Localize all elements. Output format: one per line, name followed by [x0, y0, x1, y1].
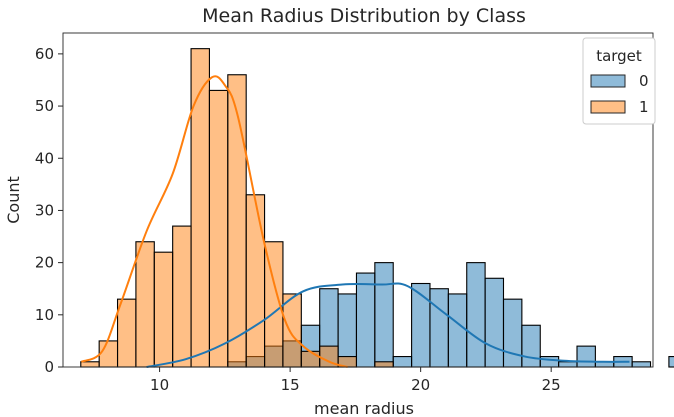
legend-label-0: 0 — [639, 72, 649, 90]
y-tick-label: 40 — [35, 149, 54, 167]
legend-swatch-1 — [590, 100, 626, 114]
bar-series-1-bin-6 — [190, 48, 210, 368]
bar-series-0-bin-22 — [484, 277, 505, 368]
bar-series-1-bin-4 — [153, 251, 174, 368]
y-tick-label: 50 — [35, 97, 54, 115]
chart-title: Mean Radius Distribution by Class — [202, 5, 526, 27]
x-tick-label: 15 — [281, 376, 300, 394]
bar-series-1-bin-9 — [245, 194, 266, 368]
bar-series-0-bin-30 — [631, 361, 652, 368]
x-axis: 10 15 20 25 — [150, 367, 561, 394]
bar-series-1-bin-1 — [98, 340, 119, 368]
bar-series-1-bin-11 — [282, 293, 302, 368]
kde-layer — [80, 75, 630, 368]
y-tick-label: 0 — [44, 358, 54, 376]
bar-series-1-bin-2 — [116, 298, 137, 368]
bar-series-0-bin-24 — [521, 324, 541, 368]
x-tick-label: 25 — [542, 376, 561, 394]
legend-title: target — [596, 47, 642, 65]
x-tick-label: 10 — [150, 376, 169, 394]
bar-series-0-bin-20 — [447, 293, 468, 368]
y-tick-label: 60 — [35, 45, 54, 63]
bars-layer — [80, 48, 674, 368]
bar-series-0-bin-23 — [502, 298, 523, 368]
bar-series-1-bin-16 — [374, 361, 394, 368]
bar-series-1-bin-8 — [227, 74, 247, 368]
kde-line-series-1 — [80, 75, 348, 368]
bar-series-1-bin-0 — [80, 361, 100, 368]
y-tick-label: 30 — [35, 201, 54, 219]
bar-series-1-bin-12 — [300, 350, 321, 368]
legend-swatch-0 — [590, 74, 626, 88]
bar-series-0-bin-19 — [429, 288, 449, 368]
legend: target 0 1 — [582, 37, 656, 125]
bar-series-0-bin-18 — [411, 282, 431, 368]
plot-frame — [62, 32, 654, 368]
bar-series-0-bin-25 — [539, 356, 560, 368]
y-axis-label: Count — [4, 176, 23, 224]
legend-label-1: 1 — [639, 98, 649, 116]
kde-line-series-0 — [146, 282, 630, 368]
bar-series-0-bin-17 — [392, 356, 413, 368]
bar-series-0-bin-27 — [576, 345, 596, 368]
bar-series-1-bin-7 — [208, 89, 229, 368]
y-tick-label: 10 — [35, 306, 54, 324]
bar-series-1-bin-3 — [135, 241, 155, 368]
bar-series-1-bin-5 — [172, 225, 192, 368]
x-axis-label: mean radius — [314, 399, 414, 417]
bar-series-0-bin-21 — [466, 262, 486, 368]
bar-series-0-bin-26 — [558, 361, 578, 368]
bar-series-0-bin-32 — [668, 356, 674, 368]
bar-series-0-bin-16 — [374, 262, 394, 368]
y-tick-label: 20 — [35, 254, 54, 272]
bar-series-0-bin-15 — [355, 272, 376, 368]
x-tick-label: 20 — [411, 376, 430, 394]
y-axis: 0 10 20 30 40 50 60 — [35, 45, 63, 376]
